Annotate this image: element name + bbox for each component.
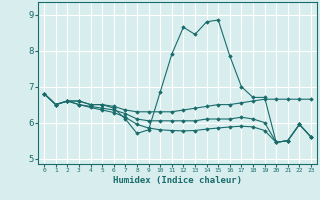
X-axis label: Humidex (Indice chaleur): Humidex (Indice chaleur)	[113, 176, 242, 185]
